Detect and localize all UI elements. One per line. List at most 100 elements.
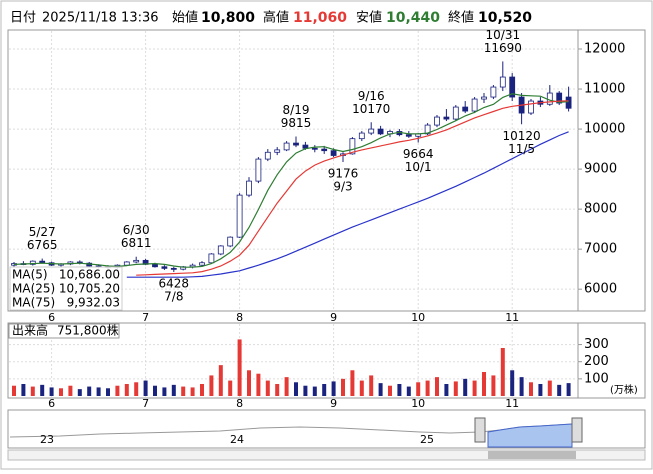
legend-label: MA(5) xyxy=(12,268,48,282)
volume-bar xyxy=(124,384,129,396)
scrollbar[interactable] xyxy=(7,449,646,461)
volume-bar xyxy=(369,375,374,396)
candle-body xyxy=(321,148,328,152)
candle-body xyxy=(246,180,252,196)
candle-body xyxy=(274,149,281,153)
volume-bar xyxy=(265,380,270,396)
legend-label: MA(25) xyxy=(12,282,55,296)
candle-body xyxy=(443,116,450,120)
candle-body xyxy=(405,134,412,137)
volume-bar xyxy=(482,372,486,396)
candle-body xyxy=(528,100,534,114)
volume-value: 751,800株 xyxy=(57,323,119,338)
candle-body xyxy=(490,86,497,98)
volume-bar xyxy=(416,382,421,396)
volume-bar xyxy=(218,365,223,396)
volume-bar xyxy=(237,339,242,396)
y-tick-label: 9000 xyxy=(584,162,617,177)
annotation-value: 6765 xyxy=(27,238,58,252)
candle-body xyxy=(462,106,469,112)
volume-bar xyxy=(491,375,496,396)
volume-bar xyxy=(566,383,571,396)
annotation-value: 6811 xyxy=(121,236,152,250)
ma-line xyxy=(13,93,569,268)
volume-bar xyxy=(153,385,157,396)
volume-bar xyxy=(463,378,468,396)
close-label: 終値 xyxy=(448,10,474,26)
volume-bar xyxy=(322,384,327,396)
candle-body xyxy=(499,76,506,88)
annotation-date: 9/3 xyxy=(333,180,352,194)
annotation-date: 10/31 xyxy=(486,28,521,42)
x-tick-label: 8 xyxy=(236,397,243,410)
ma-line xyxy=(136,100,569,276)
navigator-handle[interactable] xyxy=(571,417,583,443)
high-label: 高値 xyxy=(263,10,289,26)
candle-body xyxy=(349,138,356,155)
volume-bar xyxy=(406,386,411,396)
candle-body xyxy=(208,253,215,264)
navigator-handle[interactable] xyxy=(474,417,486,443)
volume-bar xyxy=(40,384,45,396)
volume-bar xyxy=(12,385,16,396)
y-tick-label: 6000 xyxy=(584,282,617,297)
annotation-date: 9/16 xyxy=(358,89,385,103)
x-tick-label: 6 xyxy=(48,311,55,324)
navigator-label: 24 xyxy=(230,433,244,446)
volume-bar xyxy=(59,388,63,396)
open-label: 始値 xyxy=(172,10,198,26)
volume-bar xyxy=(341,378,345,396)
candle-body xyxy=(161,266,168,269)
candle-body xyxy=(330,150,337,156)
volume-bar xyxy=(547,380,552,396)
annotation-date: 6/30 xyxy=(123,223,150,237)
volume-unit: (万株) xyxy=(610,383,638,396)
legend-label: MA(75) xyxy=(12,296,55,310)
legend-value: 10,705.20 xyxy=(59,282,120,296)
x-tick-label: 10 xyxy=(411,311,425,324)
legend-value: 9,932.03 xyxy=(67,296,120,310)
low-label: 安値 xyxy=(356,10,382,26)
annotation-value: 10120 xyxy=(503,129,541,143)
x-tick-label: 7 xyxy=(142,311,149,324)
volume-bar xyxy=(510,370,515,396)
annotation-value: 9664 xyxy=(403,147,434,161)
volume-bar xyxy=(77,389,82,396)
annotation-date: 5/27 xyxy=(29,225,56,239)
candle-body xyxy=(217,245,224,255)
volume-bar xyxy=(435,377,439,396)
volume-bar xyxy=(181,386,186,396)
y-tick-label: 100 xyxy=(584,371,609,386)
annotation-value: 9176 xyxy=(328,167,359,181)
annotation-date: 11/5 xyxy=(508,142,535,156)
legend-box xyxy=(9,266,123,311)
annotation-date: 10/1 xyxy=(405,160,432,174)
ma-line xyxy=(126,131,569,278)
volume-bar xyxy=(538,384,543,396)
x-tick-label: 7 xyxy=(142,397,149,410)
volume-bar xyxy=(115,385,120,396)
volume-bar xyxy=(275,384,280,396)
annotation-value: 6428 xyxy=(159,277,190,291)
scrollbar-thumb[interactable] xyxy=(488,451,576,459)
x-tick-label: 6 xyxy=(48,397,55,410)
volume-bar xyxy=(143,380,148,396)
annotation-value: 10170 xyxy=(352,102,390,116)
x-tick-label: 11 xyxy=(505,311,519,324)
candle-body xyxy=(471,98,478,112)
y-tick-label: 300 xyxy=(584,337,609,352)
candle-body xyxy=(434,116,440,126)
date: 2025/11/18 13:36 xyxy=(42,11,159,26)
x-tick-label: 10 xyxy=(411,397,425,410)
x-tick-label: 11 xyxy=(505,397,519,410)
navigator-range[interactable] xyxy=(487,423,573,448)
candle-body xyxy=(565,96,572,109)
candle-body xyxy=(283,142,290,151)
x-tick-label: 9 xyxy=(330,311,337,324)
volume-bar xyxy=(256,373,261,396)
y-tick-label: 7000 xyxy=(584,242,617,257)
candle-body xyxy=(264,151,271,160)
candle-body xyxy=(236,194,243,238)
